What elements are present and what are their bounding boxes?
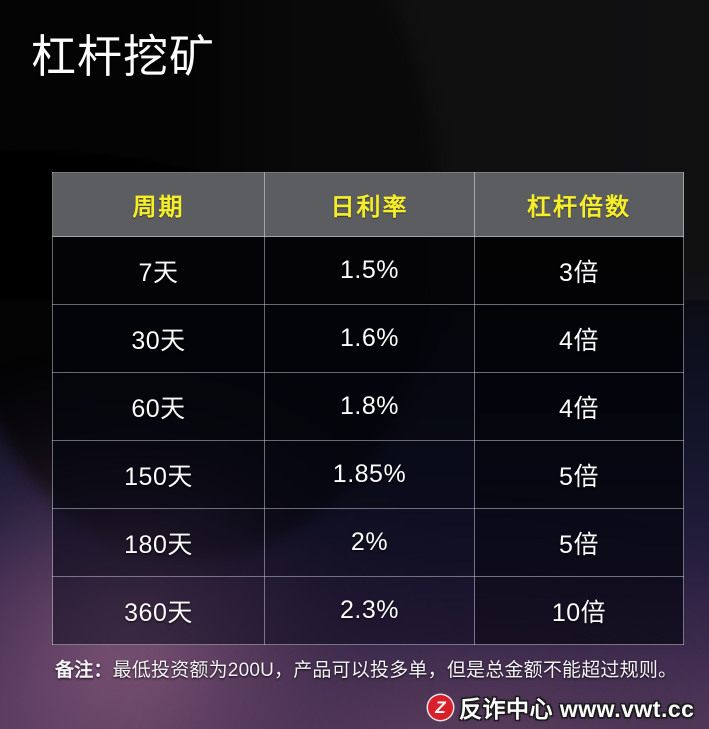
- table-row: 60天 1.8% 4倍: [52, 372, 684, 441]
- column-header-period: 周期: [52, 172, 265, 237]
- watermark: Z 反诈中心 www.vwt.cc: [428, 690, 694, 724]
- cell-period: 180天: [52, 508, 265, 577]
- footnote-label: 备注：: [55, 660, 113, 681]
- column-header-daily-rate: 日利率: [264, 172, 475, 237]
- cell-period: 7天: [52, 236, 265, 305]
- cell-period: 150天: [52, 440, 265, 509]
- cell-leverage: 10倍: [474, 576, 684, 645]
- table-body: 7天 1.5% 3倍 30天 1.6% 4倍 60天 1.8% 4倍 150天 …: [52, 236, 684, 645]
- anti-fraud-logo-letter: Z: [435, 697, 446, 717]
- cell-period: 60天: [52, 372, 265, 441]
- table-header-row: 周期 日利率 杠杆倍数: [52, 172, 684, 237]
- cell-leverage: 4倍: [474, 304, 684, 373]
- table-row: 30天 1.6% 4倍: [52, 304, 684, 373]
- leverage-mining-rate-table: 周期 日利率 杠杆倍数 7天 1.5% 3倍 30天 1.6% 4倍 60天 1…: [52, 172, 684, 645]
- footnote: 备注：最低投资额为200U，产品可以投多单，但是总金额不能超过规则。: [55, 658, 705, 684]
- anti-fraud-logo-icon: Z: [428, 694, 453, 720]
- cell-daily-rate: 1.85%: [264, 440, 475, 509]
- cell-leverage: 4倍: [474, 372, 684, 441]
- cell-leverage: 5倍: [474, 440, 684, 509]
- table-header: 周期 日利率 杠杆倍数: [52, 172, 684, 237]
- table-row: 360天 2.3% 10倍: [52, 576, 684, 645]
- page-title: 杠杆挖矿: [31, 31, 216, 82]
- table-row: 150天 1.85% 5倍: [52, 440, 684, 509]
- column-header-leverage: 杠杆倍数: [474, 172, 684, 237]
- cell-daily-rate: 1.8%: [264, 372, 475, 441]
- cell-leverage: 5倍: [474, 508, 684, 577]
- footnote-text: 最低投资额为200U，产品可以投多单，但是总金额不能超过规则。: [112, 660, 678, 681]
- cell-period: 30天: [52, 304, 265, 373]
- watermark-text: 反诈中心 www.vwt.cc: [459, 696, 695, 722]
- cell-leverage: 3倍: [474, 236, 684, 305]
- table-row: 7天 1.5% 3倍: [52, 236, 684, 305]
- cell-daily-rate: 2.3%: [264, 576, 475, 645]
- cell-period: 360天: [52, 576, 265, 645]
- cell-daily-rate: 2%: [264, 508, 475, 577]
- cell-daily-rate: 1.6%: [264, 304, 475, 373]
- cell-daily-rate: 1.5%: [264, 236, 475, 305]
- table-row: 180天 2% 5倍: [52, 508, 684, 577]
